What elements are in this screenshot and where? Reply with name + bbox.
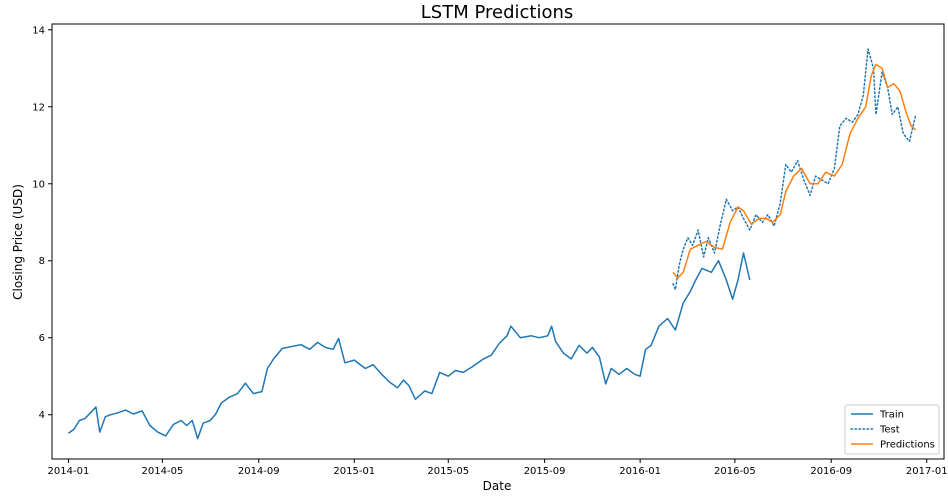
y-tick-label: 6: [39, 333, 45, 344]
legend-label-train: Train: [879, 410, 904, 421]
x-tick-label: 2014-05: [142, 466, 184, 477]
x-tick-label: 2017-01: [906, 466, 948, 477]
y-axis-label: Closing Price (USD): [11, 184, 25, 300]
x-tick-label: 2015-05: [427, 466, 469, 477]
chart-title: LSTM Predictions: [421, 2, 574, 23]
y-tick-label: 4: [39, 410, 45, 421]
y-tick-label: 14: [32, 25, 45, 36]
x-tick-label: 2015-01: [333, 466, 375, 477]
x-tick-label: 2016-05: [714, 466, 756, 477]
y-tick-label: 10: [32, 179, 45, 190]
x-axis-label: Date: [483, 479, 512, 493]
legend-label-test: Test: [879, 425, 900, 436]
series-layer: [67, 48, 917, 440]
x-axis-ticks: 2014-01 2014-05 2014-09 2015-01 2015-05 2015-…: [48, 459, 948, 477]
y-axis-ticks: 4 6 8 10 12 14: [32, 25, 52, 421]
series-line-predictions: [672, 63, 917, 279]
legend: Train Test Predictions: [844, 404, 940, 455]
x-tick-label: 2016-01: [619, 466, 661, 477]
x-tick-label: 2016-09: [810, 466, 852, 477]
y-tick-label: 12: [32, 102, 45, 113]
legend-box: [844, 404, 940, 455]
x-tick-label: 2015-09: [524, 466, 566, 477]
x-tick-label: 2014-09: [238, 466, 280, 477]
plot-frame: [51, 23, 945, 460]
y-tick-label: 8: [39, 256, 45, 267]
series-line-train: [67, 252, 751, 440]
legend-label-predictions: Predictions: [880, 440, 935, 451]
x-tick-label: 2014-01: [48, 466, 90, 477]
